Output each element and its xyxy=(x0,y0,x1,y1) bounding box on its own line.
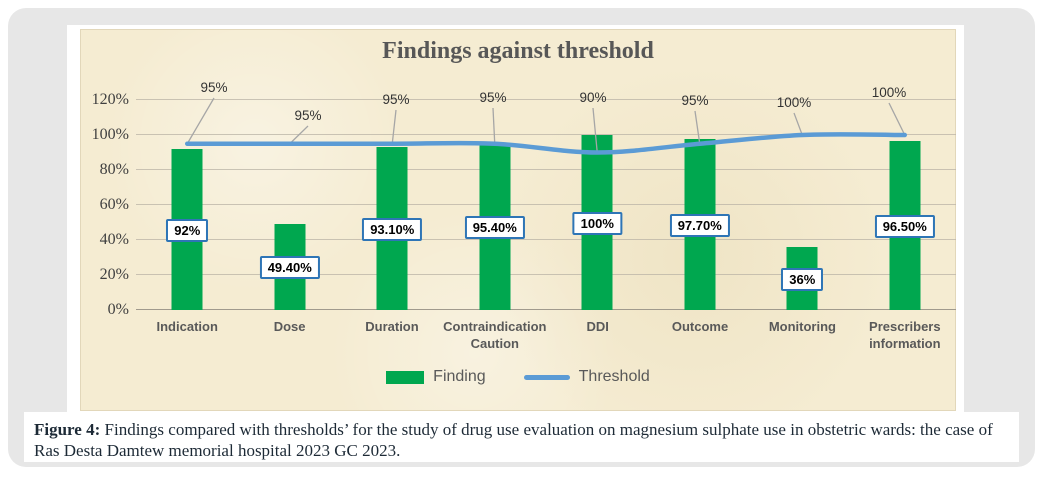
legend-swatch-finding xyxy=(386,370,425,384)
y-tick-label: 40% xyxy=(99,231,129,248)
finding-value-label: 95.40% xyxy=(464,215,525,239)
gridline-80 xyxy=(136,169,956,170)
y-tick-label: 120% xyxy=(91,91,129,108)
chart-figure: Findings against threshold 0% 20% 40% 60% 80… xyxy=(67,25,964,416)
bar-series-finding: 92% 49.40% 93.10% 95.40% 100% 97.70% 36% 96.50% xyxy=(136,100,956,310)
bar-slot-7: 96.50% xyxy=(854,100,957,310)
finding-value-label: 100% xyxy=(572,211,622,235)
bar-slot-0: 92% xyxy=(136,100,239,310)
category-label-1: Dose xyxy=(273,319,306,334)
category-label-3: Contraindication Caution xyxy=(443,319,547,351)
category-label-2: Duration xyxy=(365,319,419,334)
bar-slot-6: 36% xyxy=(751,100,854,310)
figure-caption: Figure 4: Findings compared with thresho… xyxy=(24,412,1019,461)
figure-card: Findings against threshold 0% 20% 40% 60% 80… xyxy=(8,8,1035,467)
category-label-7: Prescribers information xyxy=(869,319,941,351)
caption-area: Figure 4: Findings compared with thresho… xyxy=(24,412,1019,462)
y-tick-label: 20% xyxy=(99,266,129,283)
finding-value-label: 93.10% xyxy=(362,217,423,241)
finding-value-label: 49.40% xyxy=(259,255,320,279)
finding-value-label: 36% xyxy=(781,267,824,291)
legend-label-finding: Finding xyxy=(433,368,486,385)
legend-label-threshold: Threshold xyxy=(578,368,650,385)
category-label-0: Indication xyxy=(156,319,218,334)
bar-slot-3: 95.40% xyxy=(444,100,547,310)
gridline-0 xyxy=(136,309,956,310)
finding-value-label: 96.50% xyxy=(874,214,935,238)
category-label-4: DDI xyxy=(586,319,609,334)
gridline-20 xyxy=(136,274,956,275)
bar-slot-5: 97.70% xyxy=(649,100,752,310)
chart-legend: Finding Threshold xyxy=(81,368,955,386)
bar-slot-2: 93.10% xyxy=(341,100,444,310)
y-tick-label: 100% xyxy=(91,126,129,143)
bar-slot-1: 49.40% xyxy=(239,100,342,310)
finding-value-label: 97.70% xyxy=(669,213,730,237)
finding-value-label: 92% xyxy=(166,218,209,242)
figure-caption-label: Figure 4: xyxy=(34,420,101,439)
figure-caption-text: Findings compared with thresholds’ for t… xyxy=(34,420,993,460)
category-label-6: Monitoring xyxy=(768,319,836,334)
threshold-value-label: 100% xyxy=(872,85,907,100)
chart-plot-background: Findings against threshold 0% 20% 40% 60% 80… xyxy=(80,29,956,411)
gridline-60 xyxy=(136,204,956,205)
gridline-120 xyxy=(136,99,956,100)
category-label-5: Outcome xyxy=(671,319,729,334)
bar-slot-4: 100% xyxy=(546,100,649,310)
legend-swatch-threshold xyxy=(523,374,570,380)
chart-title: Findings against threshold xyxy=(382,38,654,64)
gridline-40 xyxy=(136,239,956,240)
y-axis: 0% 20% 40% 60% 80% 100% 120% xyxy=(81,91,129,318)
y-tick-label: 0% xyxy=(107,301,129,318)
y-tick-label: 80% xyxy=(99,161,129,178)
threshold-value-label: 95% xyxy=(200,80,227,95)
x-axis: Indication Dose Duration Contraindication C… xyxy=(136,318,956,352)
plot-area: 92% 49.40% 93.10% 95.40% 100% 97.70% 36% 96.50% xyxy=(136,99,956,310)
y-tick-label: 60% xyxy=(99,196,129,213)
